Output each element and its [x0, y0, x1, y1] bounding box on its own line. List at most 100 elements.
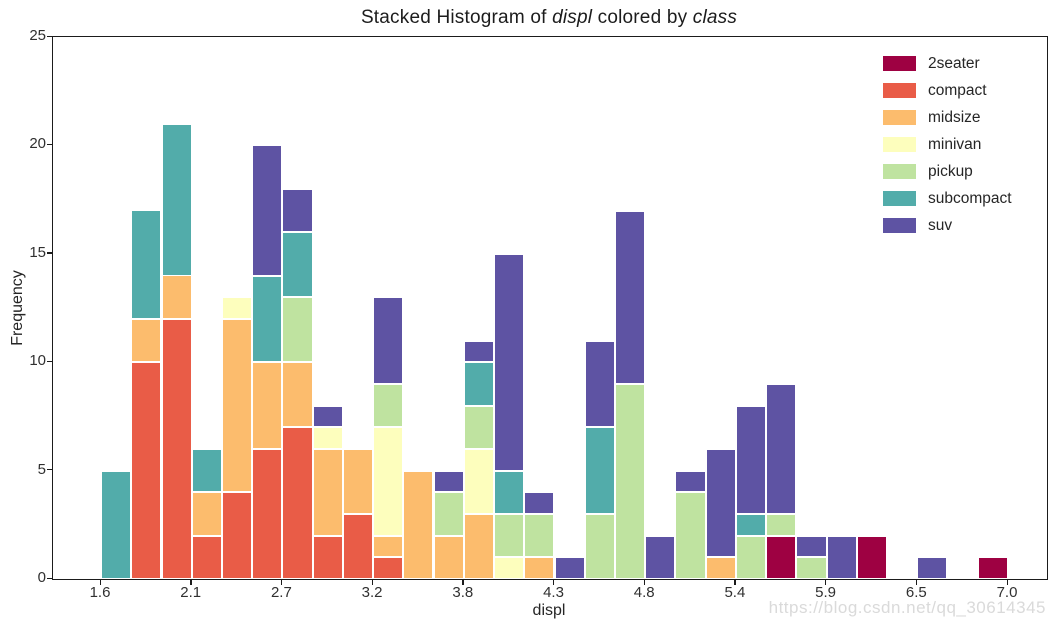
- x-tick-label: 3.8: [452, 584, 474, 601]
- bar-segment-pickup: [796, 557, 827, 579]
- legend-swatch-minivan: [883, 137, 916, 152]
- bar-segment-pickup: [524, 513, 555, 558]
- bar-segment-subcompact: [161, 123, 192, 276]
- y-tick-label: 20: [29, 135, 46, 153]
- bar-segment-suv: [282, 188, 313, 233]
- x-tick-mark: [825, 579, 827, 585]
- bar-segment-suv: [463, 340, 494, 363]
- bar-segment-minivan: [463, 449, 494, 514]
- y-tick-label: 10: [29, 352, 46, 370]
- bar-segment-midsize: [433, 535, 464, 579]
- bar-segment-midsize: [221, 318, 253, 493]
- y-tick-label: 25: [29, 27, 46, 44]
- bar-segment-compact: [342, 514, 374, 579]
- bar-segment-midsize: [403, 470, 434, 579]
- bar-segment-pickup: [373, 383, 404, 428]
- bar-segment-pickup: [433, 492, 464, 536]
- bar-segment-midsize: [463, 514, 494, 579]
- x-tick-label: 6.5: [905, 584, 927, 601]
- x-tick-mark: [1006, 579, 1008, 585]
- bar-segment-midsize: [252, 362, 283, 449]
- x-tick-label: 1.6: [89, 584, 111, 601]
- bar-segment-2seater: [766, 535, 797, 579]
- bar-segment-compact: [373, 557, 404, 579]
- y-tick-mark: [47, 35, 52, 37]
- x-axis-label: displ: [532, 602, 566, 619]
- legend-label: subcompact: [928, 189, 1012, 207]
- bar-segment-suv: [675, 470, 706, 493]
- title-middle: colored by: [592, 7, 693, 28]
- legend-item-compact: compact: [883, 77, 1012, 104]
- bar-segment-compact: [282, 427, 313, 579]
- bar-segment-suv: [373, 297, 404, 384]
- bar-segment-pickup: [494, 513, 525, 558]
- bar-segment-suv: [735, 405, 767, 514]
- bar-segment-subcompact: [494, 470, 525, 514]
- bar-segment-pickup: [282, 297, 313, 363]
- bar-segment-midsize: [373, 535, 404, 558]
- bar-segment-compact: [161, 318, 192, 579]
- bar-segment-minivan: [494, 557, 525, 579]
- x-tick-label: 2.7: [270, 584, 292, 601]
- bar-segment-pickup: [463, 405, 494, 449]
- x-tick-mark: [915, 579, 918, 585]
- bar-segment-suv: [615, 210, 646, 384]
- bar-segment-suv: [433, 470, 464, 493]
- bar-segment-subcompact: [191, 448, 222, 493]
- legend-label: minivan: [928, 135, 982, 153]
- x-tick-label: 4.3: [543, 584, 564, 601]
- bar-segment-midsize: [131, 318, 162, 363]
- bar-segment-compact: [221, 492, 253, 579]
- bar-segment-suv: [554, 557, 585, 579]
- legend-swatch-compact: [883, 83, 916, 98]
- bar-segment-pickup: [735, 535, 767, 579]
- x-tick-mark: [280, 579, 283, 585]
- y-tick-label: 0: [37, 569, 46, 586]
- y-tick-mark: [47, 469, 52, 471]
- bar-segment-suv: [252, 145, 283, 276]
- bar-segment-suv: [584, 340, 615, 428]
- y-tick-mark: [47, 360, 52, 363]
- y-tick-label: 15: [29, 243, 46, 261]
- bar-segment-midsize: [342, 449, 374, 514]
- y-tick-mark: [47, 577, 52, 579]
- bar-segment-suv: [917, 557, 948, 579]
- bar-segment-subcompact: [463, 362, 494, 406]
- title-prefix: Stacked Histogram of: [360, 7, 553, 28]
- x-tick-mark: [99, 579, 101, 585]
- legend-swatch-pickup: [883, 164, 916, 179]
- x-tick-mark: [553, 579, 555, 585]
- x-tick-label: 5.4: [724, 584, 746, 601]
- chart-title: Stacked Histogram of displ colored by cl…: [52, 7, 1046, 29]
- x-tick-label: 5.9: [815, 584, 837, 601]
- bar-segment-midsize: [312, 448, 343, 536]
- bar-segment-pickup: [766, 513, 797, 536]
- x-tick-mark: [462, 579, 464, 585]
- bar-segment-subcompact: [252, 275, 283, 363]
- x-tick-mark: [643, 579, 646, 585]
- legend-swatch-suv: [883, 218, 916, 233]
- bar-segment-suv: [524, 492, 555, 514]
- bar-segment-suv: [705, 448, 736, 558]
- bar-segment-midsize: [191, 492, 222, 536]
- bar-segment-suv: [766, 383, 797, 514]
- bar-segment-compact: [252, 448, 283, 579]
- title-var-displ: displ: [552, 7, 593, 28]
- bar-segment-suv: [312, 405, 343, 428]
- x-tick-label: 3.2: [361, 584, 383, 601]
- plot-area: 2seater compact midsize minivan pickup subcom…: [52, 36, 1048, 580]
- bar-segment-2seater: [977, 557, 1008, 579]
- bar-segment-pickup: [615, 383, 646, 579]
- x-tick-mark: [371, 579, 373, 585]
- bar-segment-pickup: [675, 492, 706, 579]
- legend-item-minivan: minivan: [883, 131, 1012, 158]
- legend-label: pickup: [928, 162, 973, 180]
- x-tick-label: 7.0: [996, 584, 1018, 601]
- bar-segment-subcompact: [131, 210, 162, 319]
- bar-segment-subcompact: [735, 513, 767, 536]
- legend-swatch-2seater: [883, 56, 916, 71]
- y-tick-mark: [47, 143, 52, 146]
- bar-segment-minivan: [312, 427, 343, 449]
- legend-item-suv: suv: [883, 212, 1012, 239]
